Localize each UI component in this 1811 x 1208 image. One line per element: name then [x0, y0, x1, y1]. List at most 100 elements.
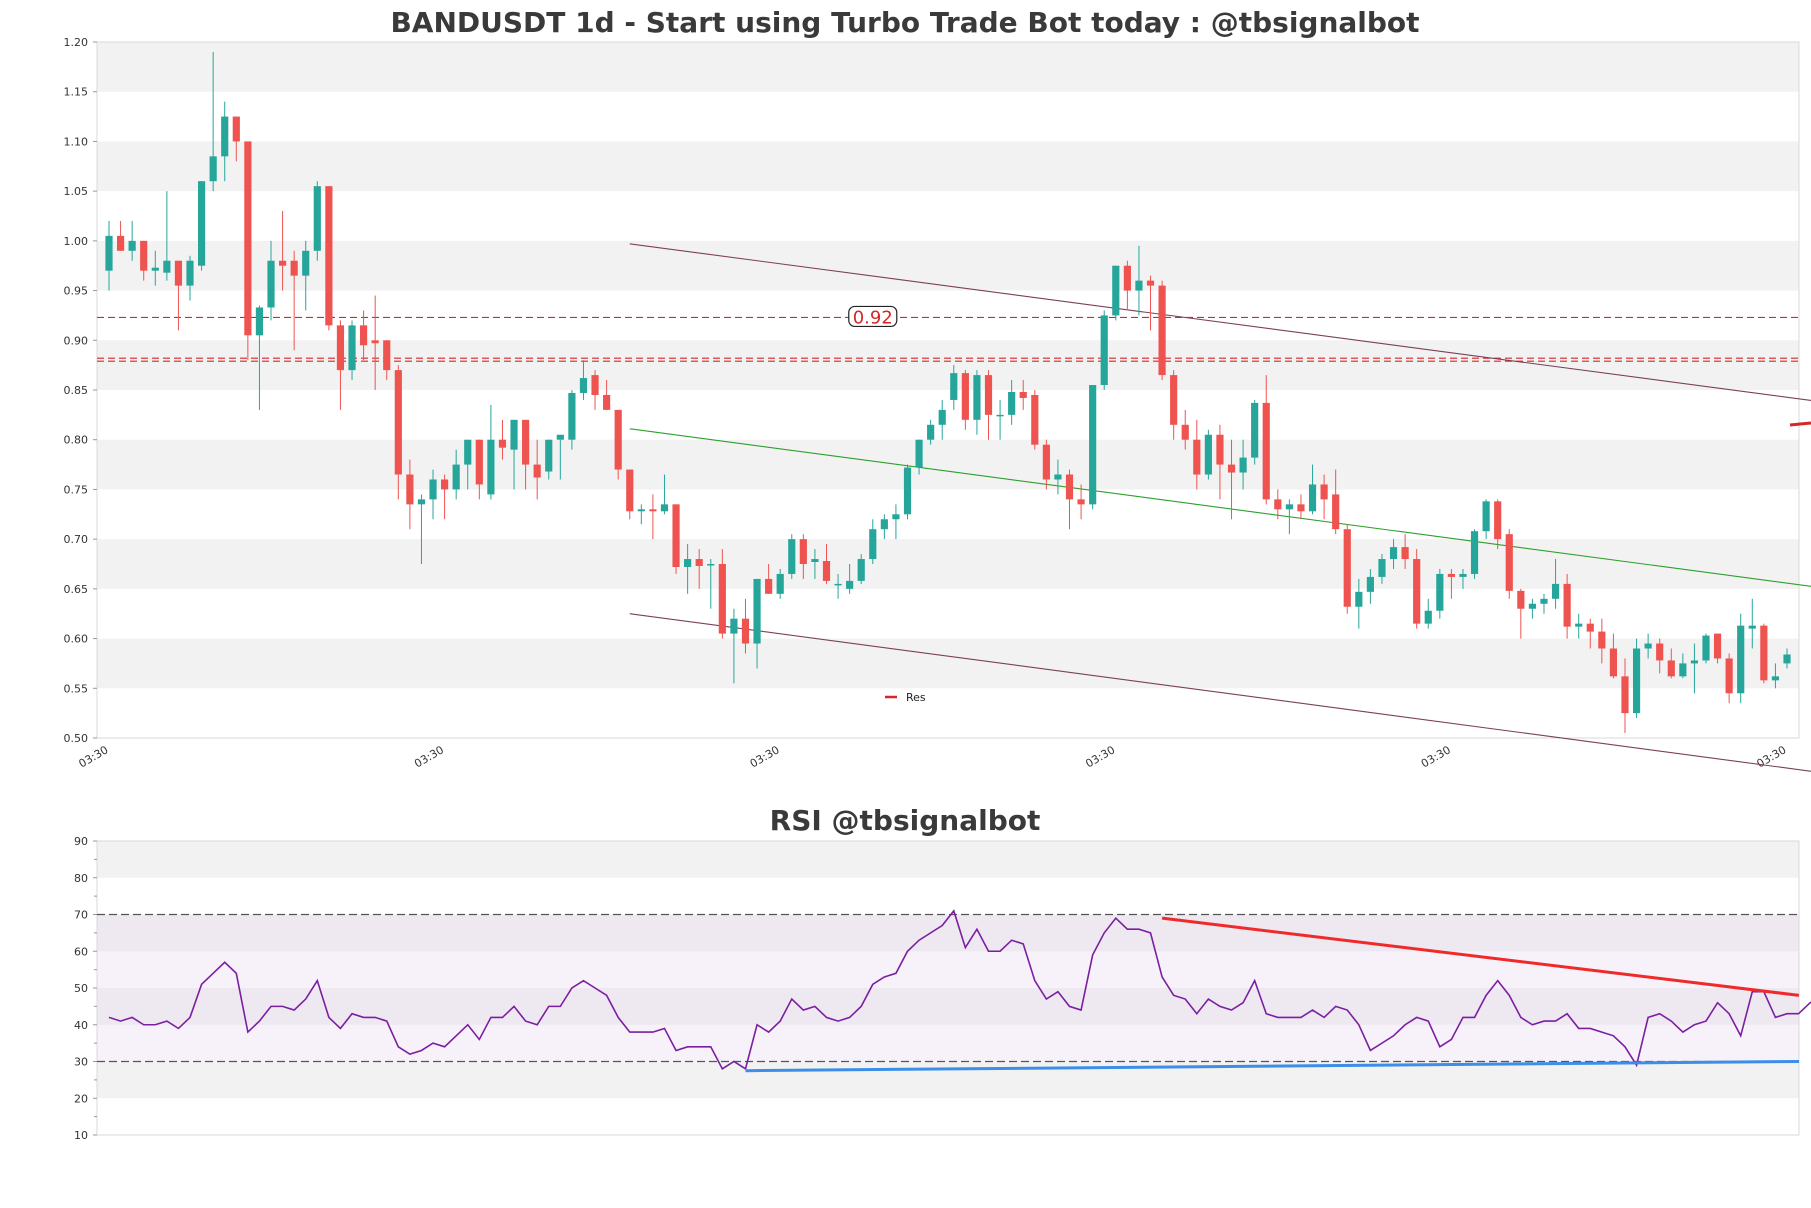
candle-body — [788, 539, 796, 574]
price-y-tick-label: 1.15 — [64, 86, 89, 99]
candle-body — [383, 340, 391, 371]
candle-body — [1679, 663, 1687, 677]
resistance-lines — [97, 316, 1799, 362]
candle-body — [1042, 444, 1050, 480]
candle-body — [1690, 660, 1699, 664]
candle-body — [1251, 402, 1259, 458]
candle-body — [1436, 573, 1444, 611]
candle-body — [1760, 625, 1768, 681]
legend-res-label: Res — [906, 691, 926, 704]
candle-body — [1413, 559, 1421, 624]
candle-body — [244, 141, 252, 336]
candle-body — [684, 559, 692, 567]
candle-body — [718, 564, 726, 634]
candle-body — [1540, 598, 1548, 604]
price-y-tick-label: 0.75 — [64, 483, 89, 496]
rsi-y-tick-label: 50 — [74, 982, 88, 995]
candle-body — [1077, 499, 1085, 505]
candle-body — [1551, 583, 1560, 599]
candle-body — [232, 116, 240, 142]
candle-body — [348, 325, 356, 371]
candle-body — [464, 439, 472, 465]
candle-body — [522, 419, 530, 465]
candle-body — [417, 499, 426, 505]
candle-body — [1389, 547, 1398, 560]
candle-body — [221, 116, 229, 157]
price-grid-band — [97, 539, 1799, 589]
candle-body — [1482, 501, 1490, 532]
candle-body — [452, 464, 460, 490]
candle-body — [371, 340, 379, 344]
rsi-y-tick-label: 10 — [74, 1129, 88, 1142]
price-y-tick-label: 1.10 — [64, 135, 89, 148]
candle-body — [1725, 658, 1733, 694]
rsi-zone-fill — [97, 914, 1799, 1062]
candle-body — [776, 573, 784, 594]
candle-body — [1528, 603, 1536, 609]
rsi-y-tick-label: 40 — [74, 1019, 88, 1032]
channel-mid-line — [629, 428, 1811, 587]
candle-body — [209, 156, 217, 182]
candle-body — [1609, 648, 1618, 677]
candle-body — [1019, 391, 1027, 398]
candle-body — [394, 370, 402, 475]
price-grid-band — [97, 439, 1799, 490]
candle-body — [545, 439, 553, 472]
candle-body — [741, 618, 750, 644]
candle-body — [1667, 660, 1675, 677]
rsi-y-tick-label: 80 — [74, 872, 88, 885]
candle-body — [105, 235, 113, 271]
rsi-chart-title: RSI @tbsignalbot — [770, 804, 1041, 837]
candle-body — [1123, 265, 1131, 291]
price-y-tick-label: 0.80 — [64, 434, 89, 447]
price-grid-band — [97, 141, 1799, 192]
candle-body — [325, 186, 333, 326]
candle-body — [857, 559, 865, 581]
candle-body — [510, 419, 518, 450]
candle-body — [579, 378, 588, 393]
candle-body — [707, 564, 715, 566]
candle-body — [1424, 610, 1432, 624]
price-x-tick-label: 03:30 — [1083, 743, 1117, 770]
candle-body — [869, 529, 877, 560]
price-y-tick-label: 0.70 — [64, 533, 89, 546]
price-x-tick-label: 03:30 — [412, 743, 446, 770]
candle-body — [336, 325, 345, 371]
candle-body — [1274, 499, 1282, 510]
candle-body — [163, 260, 171, 273]
rsi-y-tick-label: 90 — [74, 835, 88, 848]
candle-body — [1783, 654, 1791, 664]
candle-body — [197, 181, 206, 266]
candle-body — [927, 424, 935, 440]
candle-body — [498, 439, 507, 448]
candle-body — [892, 514, 900, 520]
candle-body — [1494, 501, 1502, 540]
candle-body — [1065, 474, 1074, 500]
channel-upper-line — [629, 243, 1811, 401]
candle-body — [1459, 573, 1467, 577]
price-y-tick-label: 0.85 — [64, 384, 89, 397]
candle-body — [1008, 391, 1016, 415]
candle-body — [1343, 529, 1351, 607]
candle-body — [1193, 439, 1201, 475]
candle-body — [1135, 280, 1143, 291]
price-y-tick-label: 0.50 — [64, 732, 89, 745]
candle-body — [973, 375, 981, 420]
candle-body — [1632, 648, 1641, 714]
candle-body — [267, 260, 275, 308]
candle-body — [1170, 375, 1178, 425]
candle-body — [1332, 494, 1340, 530]
candle-body — [1656, 643, 1664, 661]
candle-body — [753, 578, 761, 644]
candle-body — [591, 375, 599, 395]
candle-body — [765, 578, 773, 594]
candle-body — [695, 559, 703, 566]
rsi-y-tick-label: 70 — [74, 909, 88, 922]
rsi-panel: RSI @tbsignalbot 10 20 30 40 50 60 70 80 90 — [74, 804, 1811, 1142]
price-panel: BANDUSDT 1d - Start using Turbo Trade Bo… — [64, 6, 1811, 772]
candle-body — [961, 373, 969, 420]
candle-body — [1031, 394, 1039, 445]
rsi-line — [108, 909, 1811, 1071]
candle-body — [1146, 280, 1155, 286]
candle-body — [1748, 625, 1756, 629]
